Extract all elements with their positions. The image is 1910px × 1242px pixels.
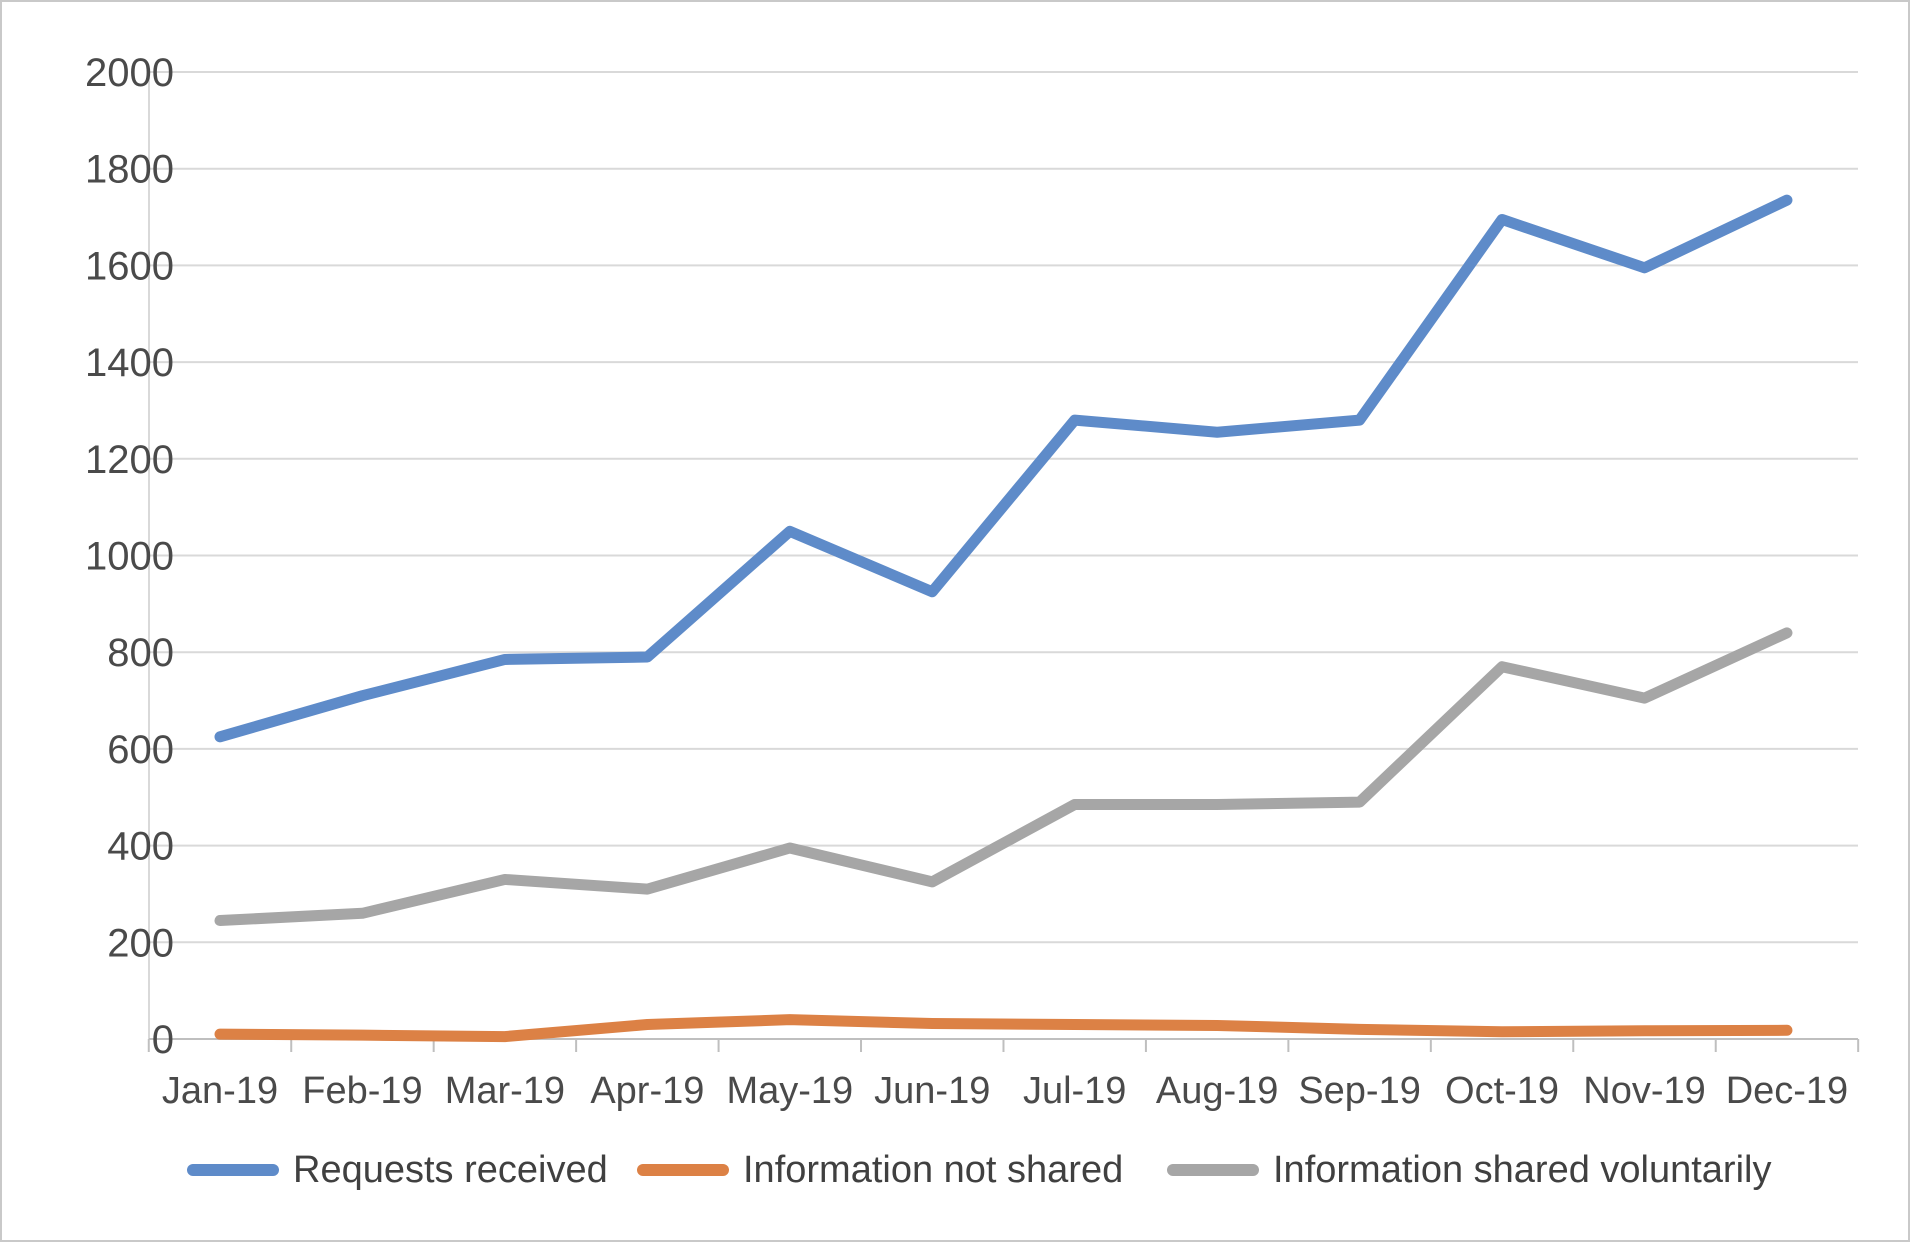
x-axis-tick-label: Dec-19 [1726,1070,1849,1112]
legend-label: Information shared voluntarily [1273,1148,1772,1191]
legend-item-information-not-shared: Information not shared [637,1144,1123,1196]
y-axis-tick-label: 1400 [85,341,174,385]
legend-swatch [637,1164,729,1176]
x-axis-tick-label: Oct-19 [1445,1070,1559,1112]
y-axis-tick-label: 400 [107,825,174,869]
y-axis-tick-label: 200 [107,921,174,965]
y-axis-tick-label: 1200 [85,438,174,482]
x-axis-tick-label: Sep-19 [1298,1070,1421,1112]
y-axis-tick-label: 1600 [85,244,174,288]
y-axis-tick-label: 1000 [85,535,174,579]
y-axis-tick-label: 2000 [85,51,174,95]
x-axis-labels-group: Jan-19 Feb-19 Mar-19 Apr-19 May-19 Jun-19 Jul-… [162,1070,1848,1112]
x-axis-tick-label: Aug-19 [1156,1070,1279,1112]
y-axis-tick-label: 0 [152,1018,174,1062]
x-axis-tick-label: Jul-19 [1023,1070,1127,1112]
y-axis-tick-label: 600 [107,728,174,772]
legend-swatch [187,1164,279,1176]
y-axis-tick-label: 800 [107,631,174,675]
x-axis-tick-label: Jun-19 [874,1070,990,1112]
legend-swatch [1167,1164,1259,1176]
x-axis-tick-label: Nov-19 [1583,1070,1706,1112]
gridlines-group [148,71,1858,1040]
axis-ticks-group [147,1039,1860,1052]
series-line-information-not-shared [214,1014,1793,1043]
y-axis-labels-group: 0 200 400 600 800 1000 1200 1400 1600 1800 2000 [85,51,174,1062]
series-lines-group [214,194,1793,1043]
legend-label: Requests received [293,1148,608,1191]
series-line-requests-received [214,194,1793,743]
chart-legend: Requests received Information not shared I… [2,1144,1908,1196]
legend-item-information-shared-voluntarily: Information shared voluntarily [1167,1144,1771,1196]
legend-item-requests-received: Requests received [187,1144,608,1196]
legend-label: Information not shared [743,1148,1124,1191]
x-axis-tick-label: Mar-19 [445,1070,565,1112]
x-axis-tick-label: May-19 [726,1070,853,1112]
x-axis-tick-label: Apr-19 [590,1070,704,1112]
y-axis-tick-label: 1800 [85,148,174,192]
x-axis-tick-label: Feb-19 [302,1070,422,1112]
x-axis-tick-label: Jan-19 [162,1070,278,1112]
series-line-information-shared-voluntarily [214,627,1793,927]
